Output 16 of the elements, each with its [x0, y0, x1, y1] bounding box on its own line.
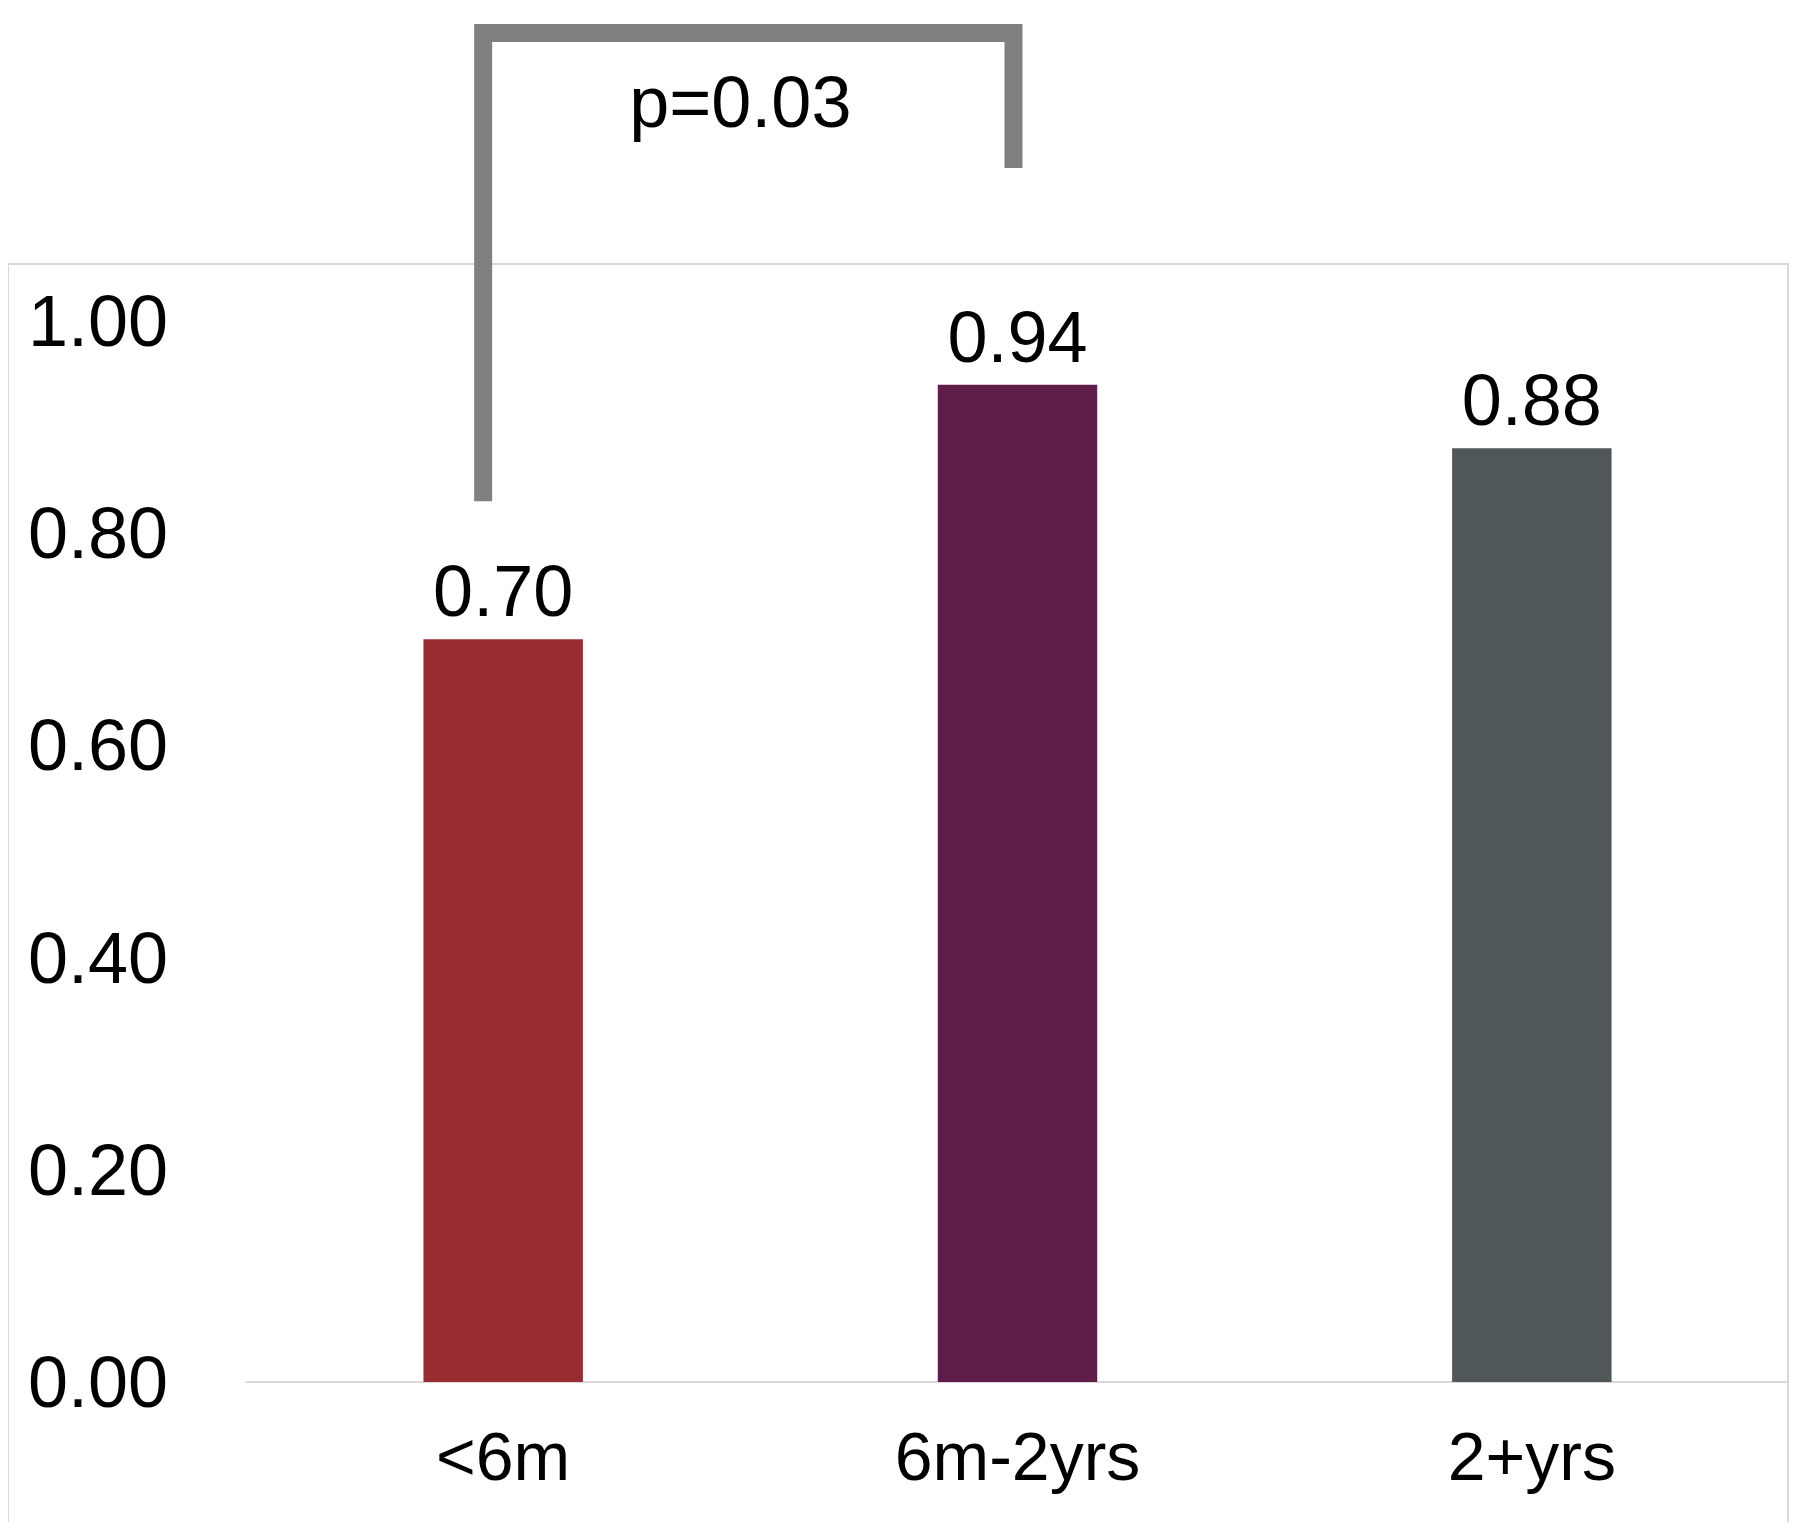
text: p=0.03	[629, 62, 852, 142]
x-tick-label: 2+yrs	[1447, 1418, 1616, 1494]
bar	[1452, 448, 1612, 1382]
bar	[937, 384, 1098, 1382]
data-label: 0.88	[1461, 360, 1602, 441]
y-tick-label: 0.60	[28, 705, 169, 786]
y-tick-label: 0.40	[28, 917, 169, 998]
x-tick-label: <6m	[436, 1418, 571, 1494]
y-tick-label: 1.00	[28, 281, 169, 361]
y-tick-label: 0.00	[28, 1342, 169, 1422]
y-tick-label: 0.80	[28, 493, 169, 574]
data-label: 0.94	[947, 296, 1088, 377]
data-label: 0.70	[433, 551, 574, 632]
y-tick-label: 0.20	[28, 1129, 169, 1210]
x-tick-label: 6m-2yrs	[894, 1418, 1141, 1494]
bar	[423, 639, 583, 1382]
